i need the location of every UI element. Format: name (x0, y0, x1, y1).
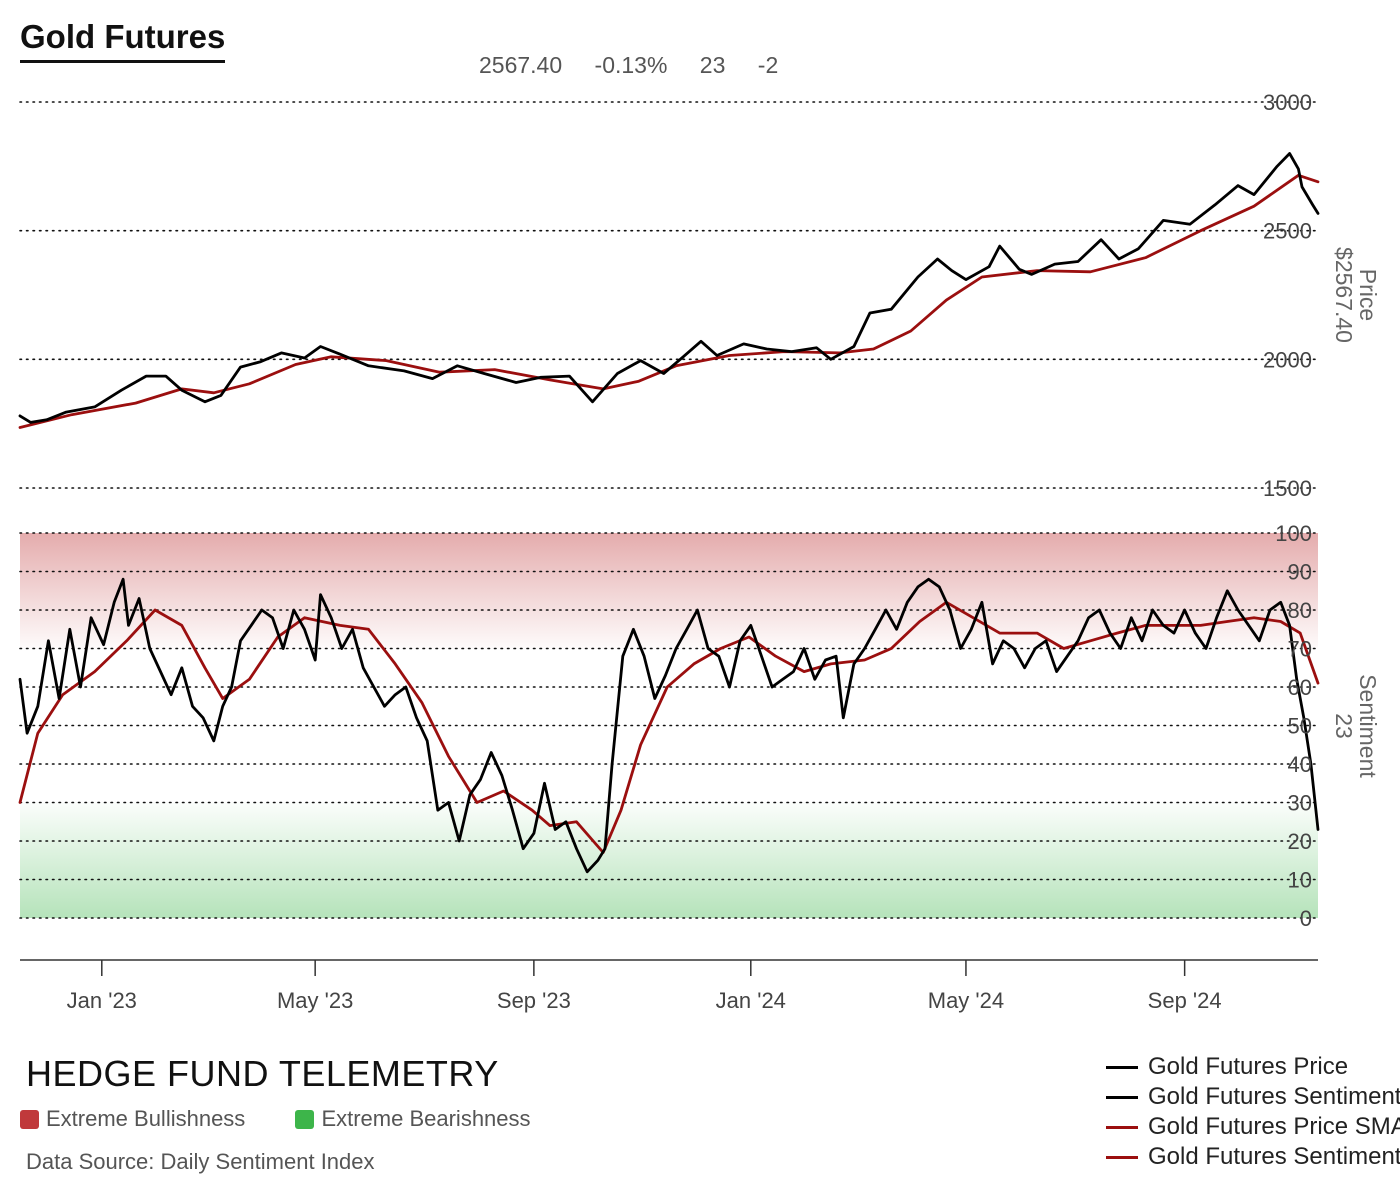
zone-bearish-label: Extreme Bearishness (321, 1106, 531, 1131)
price-summary: 2567.40 -0.13% 23 -2 (479, 52, 804, 79)
legend-label: Gold Futures Price (1148, 1053, 1349, 1080)
sentiment-change: -2 (757, 52, 779, 78)
sentiment-tick-label: 60 (1288, 675, 1312, 700)
sentiment-tick-label: 100 (1275, 521, 1312, 546)
price-axis-title: Price$2567.40 (1331, 247, 1381, 343)
price-axis-label: Price (1355, 269, 1381, 321)
sentiment-tick-label: 70 (1288, 637, 1312, 662)
chart-title: Gold Futures (20, 18, 226, 63)
chart-canvas: 1500 2000 2500 3000 0 10 20 30 40 50 60 70 80 90 100 Pr… (18, 90, 1381, 1013)
price-tick-label: 1500 (1263, 476, 1312, 501)
price-change-pct: -0.13% (594, 52, 668, 78)
x-tick-label: Sep '23 (497, 988, 571, 1013)
sentiment-current-label: 23 (1331, 713, 1357, 739)
x-tick-label: Sep '24 (1148, 988, 1222, 1013)
price-tick-label: 3000 (1263, 90, 1312, 115)
legend-line-icon (1106, 1095, 1138, 1099)
sentiment-line (18, 577, 1320, 874)
sentiment-tick-label: 30 (1288, 791, 1312, 816)
sentiment-axis-label: Sentiment (1355, 674, 1381, 778)
legend-label: Gold Futures Sentiment SMA (1148, 1143, 1400, 1170)
x-tick-label: Jan '23 (67, 988, 137, 1013)
sentiment-tick-label: 20 (1288, 829, 1312, 854)
sentiment-tick-label: 40 (1288, 752, 1312, 777)
legend-item-sentiment-sma[interactable]: Gold Futures Sentiment SMA (1106, 1142, 1400, 1172)
zone-bearish: Extreme Bearishness (295, 1106, 531, 1132)
sentiment-tick-label: 0 (1300, 906, 1312, 931)
bearish-swatch (295, 1109, 315, 1129)
brand-name: HEDGE FUND TELEMETRY (26, 1053, 499, 1094)
bullish-swatch (20, 1109, 39, 1129)
price-tick-label: 2000 (1263, 347, 1312, 372)
zone-bullish: Extreme Bullishness (20, 1106, 245, 1132)
price-line (18, 152, 1320, 424)
legend-label: Gold Futures Sentiment (1148, 1083, 1400, 1110)
legend-item-sentiment[interactable]: Gold Futures Sentiment (1106, 1082, 1400, 1112)
legend-label: Gold Futures Price SMA (1148, 1113, 1400, 1140)
sentiment-tick-label: 50 (1288, 714, 1312, 739)
price-sma-line (18, 173, 1320, 429)
sentiment-tick-label: 80 (1288, 598, 1312, 623)
legend-line-icon (1106, 1065, 1138, 1069)
bearish-zone (20, 802, 1318, 918)
x-tick-label: Jan '24 (716, 988, 786, 1013)
series-legend: Gold Futures Price Gold Futures Sentimen… (1106, 1052, 1400, 1172)
zone-bullish-label: Extreme Bullishness (46, 1106, 246, 1131)
legend-item-price[interactable]: Gold Futures Price (1106, 1052, 1400, 1082)
data-source: Data Source: Daily Sentiment Index (26, 1149, 375, 1174)
legend-line-icon (1106, 1155, 1138, 1159)
bullish-zone (20, 533, 1318, 649)
legend-item-price-sma[interactable]: Gold Futures Price SMA (1106, 1112, 1400, 1142)
x-tick-label: May '24 (928, 988, 1004, 1013)
sentiment-tick-label: 90 (1288, 560, 1312, 585)
x-tick-label: May '23 (277, 988, 353, 1013)
sentiment-value: 23 (699, 52, 726, 78)
price-tick-label: 2500 (1263, 219, 1312, 244)
legend-line-icon (1106, 1125, 1138, 1129)
zone-legend: Extreme Bullishness Extreme Bearishness (20, 1106, 575, 1135)
price-current-label: $2567.40 (1331, 247, 1357, 343)
sentiment-tick-label: 10 (1288, 868, 1312, 893)
last-price: 2567.40 (479, 52, 563, 78)
